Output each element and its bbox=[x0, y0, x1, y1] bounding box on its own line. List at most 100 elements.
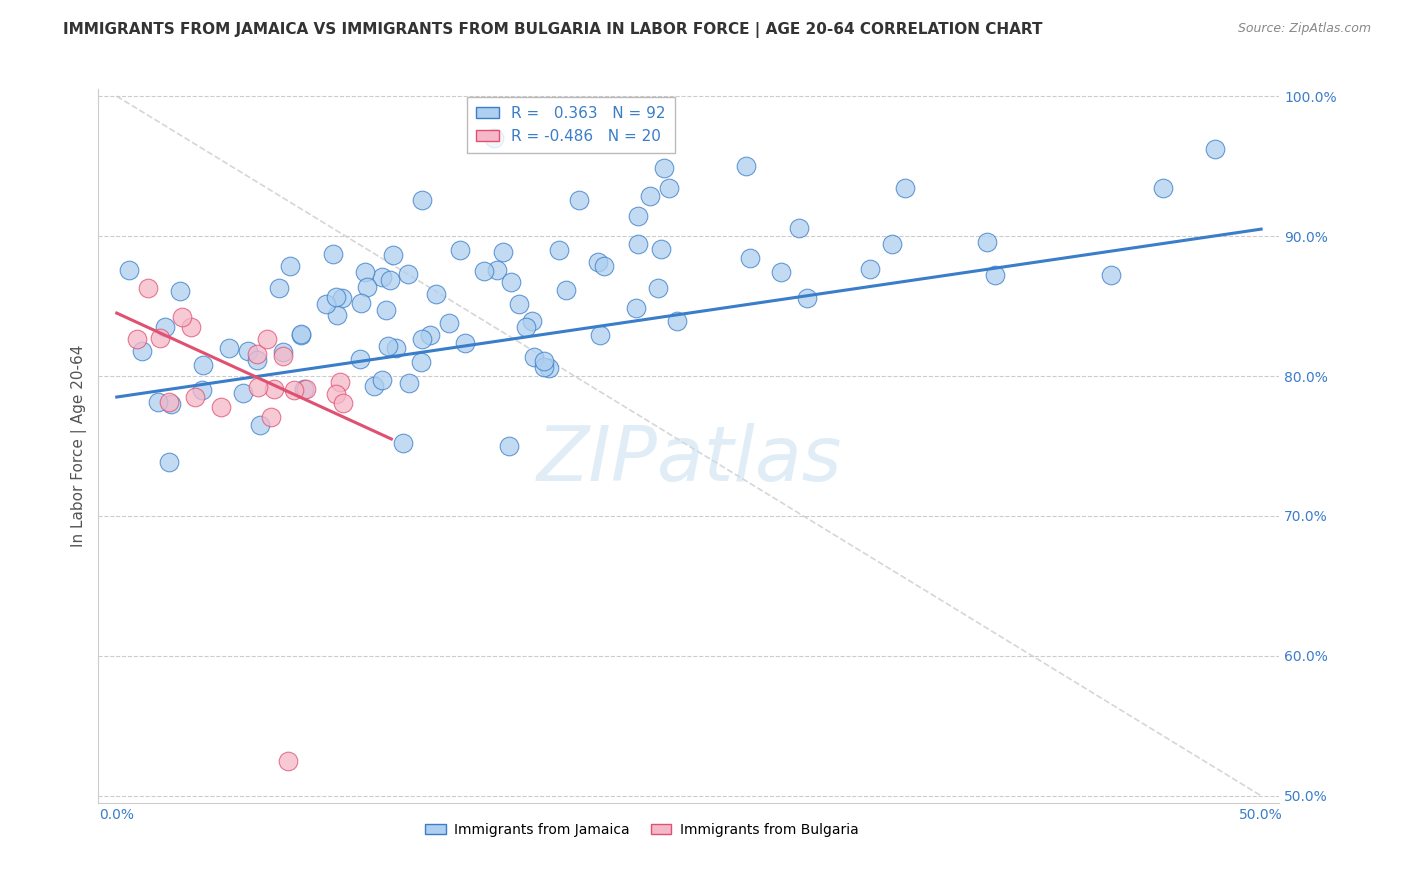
Point bbox=[439, 316, 461, 330]
Point bbox=[411, 193, 433, 207]
Point bbox=[859, 261, 882, 276]
Point bbox=[125, 332, 148, 346]
Point bbox=[485, 263, 508, 277]
Point bbox=[153, 320, 176, 334]
Point bbox=[1204, 142, 1226, 156]
Point bbox=[523, 350, 546, 364]
Point bbox=[374, 302, 396, 317]
Point bbox=[246, 380, 269, 394]
Point bbox=[315, 297, 337, 311]
Point bbox=[498, 439, 520, 453]
Point bbox=[354, 265, 377, 279]
Point bbox=[260, 409, 283, 424]
Point bbox=[350, 296, 373, 310]
Point bbox=[398, 376, 420, 390]
Point bbox=[984, 268, 1007, 283]
Point bbox=[322, 247, 344, 261]
Point bbox=[290, 328, 312, 343]
Point bbox=[501, 275, 523, 289]
Point bbox=[627, 237, 650, 252]
Point bbox=[370, 270, 392, 285]
Point bbox=[271, 344, 294, 359]
Point bbox=[184, 390, 207, 404]
Point bbox=[191, 358, 214, 372]
Point bbox=[533, 360, 555, 375]
Text: IMMIGRANTS FROM JAMAICA VS IMMIGRANTS FROM BULGARIA IN LABOR FORCE | AGE 20-64 C: IMMIGRANTS FROM JAMAICA VS IMMIGRANTS FR… bbox=[63, 22, 1043, 38]
Point bbox=[647, 281, 669, 295]
Text: ZIPatlas: ZIPatlas bbox=[536, 424, 842, 497]
Point bbox=[356, 280, 378, 294]
Point bbox=[392, 436, 415, 450]
Point bbox=[554, 283, 576, 297]
Point bbox=[157, 395, 180, 409]
Point bbox=[425, 286, 447, 301]
Point bbox=[1152, 181, 1174, 195]
Point bbox=[382, 248, 405, 262]
Point bbox=[325, 387, 347, 401]
Point bbox=[295, 383, 318, 397]
Point bbox=[894, 181, 917, 195]
Point bbox=[419, 327, 441, 342]
Legend: Immigrants from Jamaica, Immigrants from Bulgaria: Immigrants from Jamaica, Immigrants from… bbox=[419, 817, 865, 842]
Point bbox=[454, 335, 477, 350]
Point bbox=[209, 400, 232, 414]
Point bbox=[769, 265, 792, 279]
Point bbox=[180, 319, 202, 334]
Point bbox=[263, 382, 285, 396]
Point bbox=[157, 455, 180, 469]
Point bbox=[658, 181, 681, 195]
Point bbox=[450, 243, 472, 257]
Point bbox=[377, 339, 399, 353]
Point bbox=[190, 384, 212, 398]
Point bbox=[246, 352, 269, 367]
Point bbox=[626, 301, 648, 315]
Point bbox=[520, 314, 543, 328]
Point bbox=[267, 281, 290, 295]
Point bbox=[278, 260, 301, 274]
Point bbox=[160, 397, 183, 411]
Point bbox=[537, 360, 560, 375]
Point bbox=[796, 291, 818, 305]
Point bbox=[640, 189, 662, 203]
Point bbox=[149, 330, 172, 344]
Point bbox=[292, 382, 315, 396]
Point bbox=[533, 353, 555, 368]
Point bbox=[568, 193, 591, 207]
Point bbox=[398, 267, 420, 281]
Point bbox=[548, 243, 571, 257]
Point bbox=[411, 355, 433, 369]
Point bbox=[146, 395, 169, 409]
Point bbox=[787, 220, 810, 235]
Point bbox=[326, 308, 349, 322]
Point bbox=[246, 347, 269, 361]
Point bbox=[650, 243, 672, 257]
Point bbox=[283, 383, 305, 397]
Point bbox=[118, 263, 141, 277]
Point bbox=[738, 251, 761, 265]
Text: Source: ZipAtlas.com: Source: ZipAtlas.com bbox=[1237, 22, 1371, 36]
Point bbox=[515, 320, 537, 334]
Point bbox=[976, 235, 998, 250]
Point bbox=[218, 341, 240, 355]
Point bbox=[586, 255, 609, 269]
Point bbox=[593, 259, 616, 273]
Point bbox=[290, 327, 312, 342]
Point bbox=[277, 754, 299, 768]
Point bbox=[236, 344, 259, 359]
Point bbox=[329, 375, 352, 389]
Point bbox=[508, 297, 530, 311]
Point bbox=[349, 351, 371, 366]
Point bbox=[332, 396, 354, 410]
Point bbox=[371, 374, 394, 388]
Point bbox=[665, 314, 688, 328]
Point bbox=[330, 291, 353, 305]
Point bbox=[256, 332, 278, 346]
Point bbox=[385, 341, 408, 355]
Point bbox=[325, 290, 347, 304]
Point bbox=[363, 379, 385, 393]
Point bbox=[492, 244, 515, 259]
Point bbox=[411, 332, 433, 346]
Point bbox=[472, 264, 495, 278]
Point bbox=[136, 281, 159, 295]
Point bbox=[627, 209, 650, 223]
